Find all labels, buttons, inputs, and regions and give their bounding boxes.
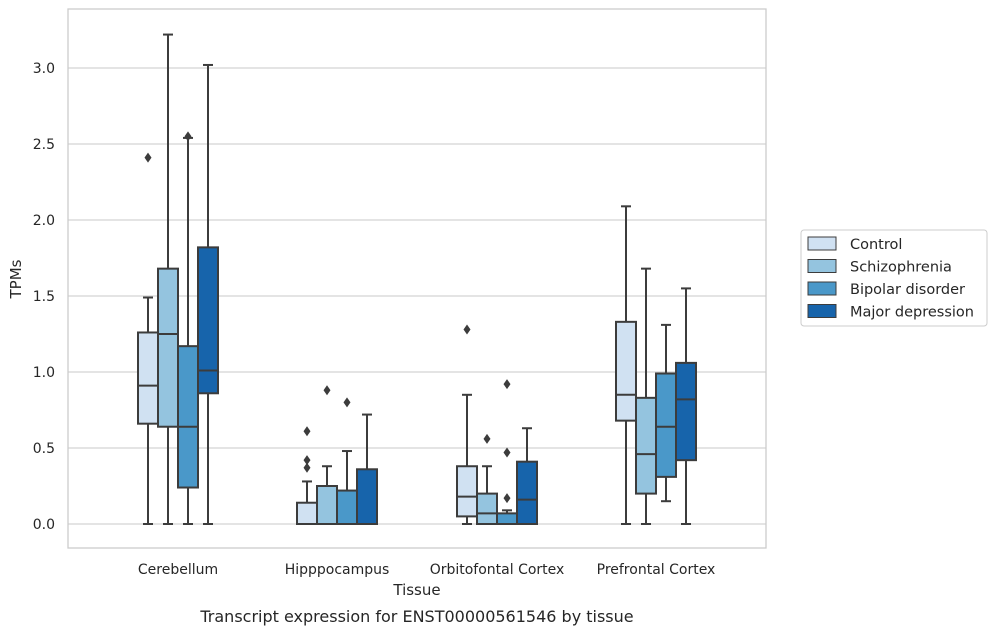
outlier-point: [463, 324, 471, 335]
outlier-point: [503, 379, 511, 390]
x-tick-label: Cerebellum: [138, 562, 218, 578]
box: [655, 372, 677, 478]
outlier-point: [144, 152, 152, 163]
box: [635, 396, 657, 495]
outlier-point: [323, 385, 331, 396]
x-tick-label: Orbitofontal Cortex: [430, 562, 565, 578]
legend-frame: [800, 229, 988, 327]
outlier-point: [483, 433, 491, 444]
x-tick-label: Prefrontal Cortex: [597, 562, 716, 578]
boxplots: [137, 33, 697, 526]
box-group: [675, 287, 697, 525]
y-tick-label: 0.0: [33, 517, 55, 533]
box-group: [177, 131, 199, 525]
box-group: [157, 33, 179, 525]
legend-label: Control: [850, 237, 902, 253]
box-group: [655, 323, 677, 503]
y-tick-label: 2.5: [33, 137, 55, 153]
box: [496, 512, 518, 525]
box: [197, 246, 219, 395]
y-tick-label: 1.0: [33, 365, 55, 381]
y-tick-labels: 0.0 0.5 1.0 1.5 2.0 2.5 3.0: [33, 61, 55, 533]
box-group: [516, 427, 538, 525]
box: [336, 489, 358, 525]
box-group: [336, 397, 358, 525]
box-group: [137, 152, 159, 525]
box-group: [316, 385, 338, 525]
box: [516, 460, 538, 525]
box: [296, 501, 318, 526]
legend-swatch: [807, 236, 837, 251]
box: [137, 331, 159, 425]
outlier-point: [343, 397, 351, 408]
box-group: [476, 433, 498, 526]
legend-label: Bipolar disorder: [850, 282, 965, 298]
box: [356, 468, 378, 525]
outlier-point: [303, 455, 311, 466]
box-group: [356, 413, 378, 525]
y-tick-label: 1.5: [33, 289, 55, 305]
legend-swatch: [807, 281, 837, 296]
legend-swatch: [807, 304, 837, 318]
box: [157, 267, 179, 428]
legend-swatch: [807, 259, 837, 273]
box-group: [197, 63, 219, 525]
plot-frame: [67, 8, 767, 549]
x-tick-label: Hipppocampus: [285, 562, 390, 578]
chart-caption: Transcript expression for ENST0000056154…: [199, 607, 633, 626]
y-axis-label: TPMs: [7, 259, 25, 299]
y-tick-label: 2.0: [33, 213, 55, 229]
box: [675, 361, 697, 462]
box: [615, 320, 637, 422]
box: [177, 345, 199, 489]
box-group: [496, 379, 518, 525]
y-tick-label: 0.5: [33, 441, 55, 457]
box-group: [635, 267, 657, 525]
legend-label: Schizophrenia: [850, 260, 952, 276]
x-tick-labels: Cerebellum Hipppocampus Orbitofontal Corte…: [138, 562, 715, 578]
box: [456, 465, 478, 518]
box-group: [296, 426, 318, 526]
legend-label: Major depression: [850, 305, 974, 321]
box-group: [615, 205, 637, 525]
box-group: [456, 324, 478, 525]
outlier-point: [503, 447, 511, 458]
box: [316, 485, 338, 525]
y-tick-label: 3.0: [33, 61, 55, 77]
x-axis-label: Tissue: [392, 581, 440, 599]
legend: Control Schizophrenia Bipolar disorder Majo…: [800, 229, 988, 327]
box: [476, 492, 498, 526]
outlier-point: [303, 426, 311, 437]
outlier-point: [503, 493, 511, 504]
outlier-point: [303, 462, 311, 473]
outlier-point: [184, 131, 192, 142]
